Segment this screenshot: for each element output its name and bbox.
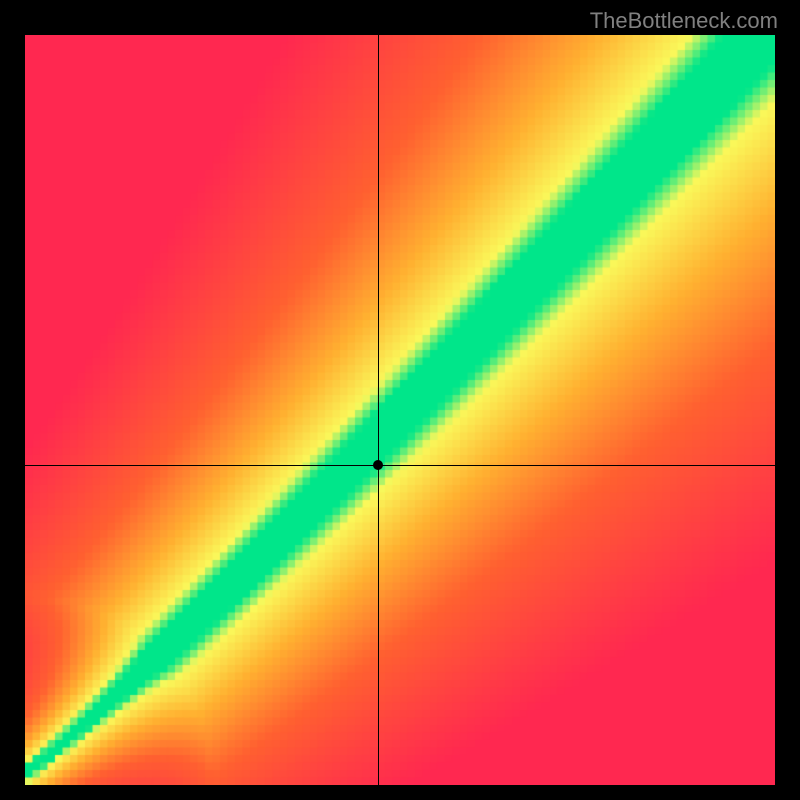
watermark-text: TheBottleneck.com (590, 8, 778, 34)
crosshair-horizontal (25, 465, 775, 466)
heatmap-canvas (25, 35, 775, 785)
marker-dot (373, 460, 383, 470)
heatmap-chart (25, 35, 775, 785)
crosshair-vertical (378, 35, 379, 785)
